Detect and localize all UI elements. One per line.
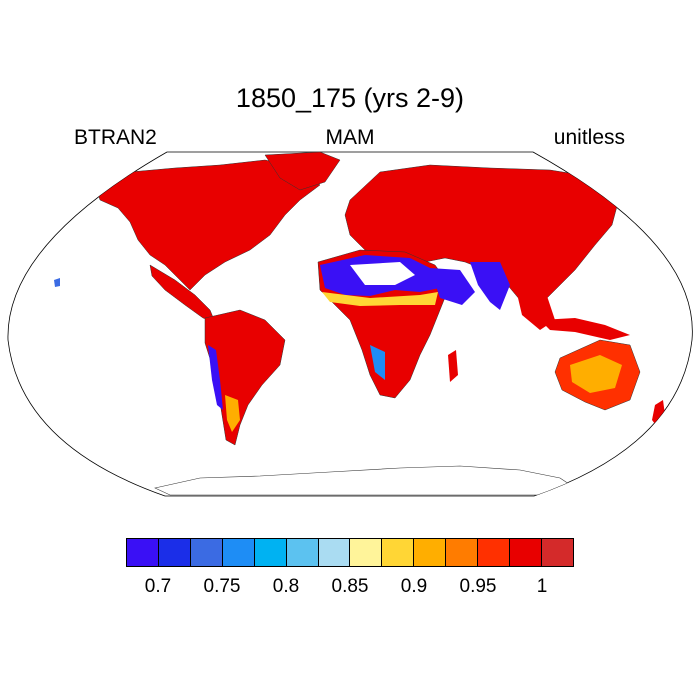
land-sahel xyxy=(322,292,438,306)
colorbar-swatch xyxy=(286,539,319,566)
land-madagascar xyxy=(448,350,458,382)
land-india xyxy=(470,262,510,310)
colorbar-tick-label: 0.8 xyxy=(272,576,300,597)
season-label: MAM xyxy=(325,126,375,149)
colorbar-swatch xyxy=(414,539,447,566)
colorbar-swatch xyxy=(478,539,511,566)
colorbar-tick-label: 0.95 xyxy=(459,576,497,597)
colorbar-swatch xyxy=(541,539,573,566)
colorbar-swatch xyxy=(350,539,383,566)
land-hawaii xyxy=(54,278,60,287)
variable-label: BTRAN2 xyxy=(74,126,157,149)
colorbar-tick-label: 0.7 xyxy=(144,576,172,597)
colorbar-swatch xyxy=(222,539,255,566)
colorbar-swatch xyxy=(190,539,223,566)
colorbar xyxy=(126,538,574,567)
land-indonesia xyxy=(540,318,630,340)
colorbar-swatch xyxy=(382,539,415,566)
land-arabia xyxy=(430,268,475,305)
land-antarctica xyxy=(154,465,576,496)
land-sahara-core xyxy=(350,262,415,285)
land-greenland xyxy=(264,152,341,191)
colorbar-tick-label: 1 xyxy=(536,576,548,597)
colorbar-tick-label: 0.75 xyxy=(203,576,241,597)
colorbar-swatch xyxy=(127,539,159,566)
colorbar-swatch xyxy=(318,539,351,566)
land-andes-dry xyxy=(208,345,223,410)
colorbar-swatch xyxy=(254,539,287,566)
colorbar-tick-label: 0.85 xyxy=(331,576,369,597)
land-north-america xyxy=(94,159,321,291)
colorbar-swatch xyxy=(158,539,191,566)
land-australia-interior xyxy=(570,355,622,393)
land-southern-africa xyxy=(370,345,385,380)
units-label: unitless xyxy=(553,126,625,149)
land-patagonia xyxy=(225,395,240,432)
colorbar-tick-label: 0.9 xyxy=(400,576,428,597)
figure-title: 1850_175 (yrs 2-9) xyxy=(235,83,465,113)
land-se-asia xyxy=(515,285,555,330)
colorbar-swatch xyxy=(510,539,542,566)
colorbar-swatch xyxy=(446,539,479,566)
